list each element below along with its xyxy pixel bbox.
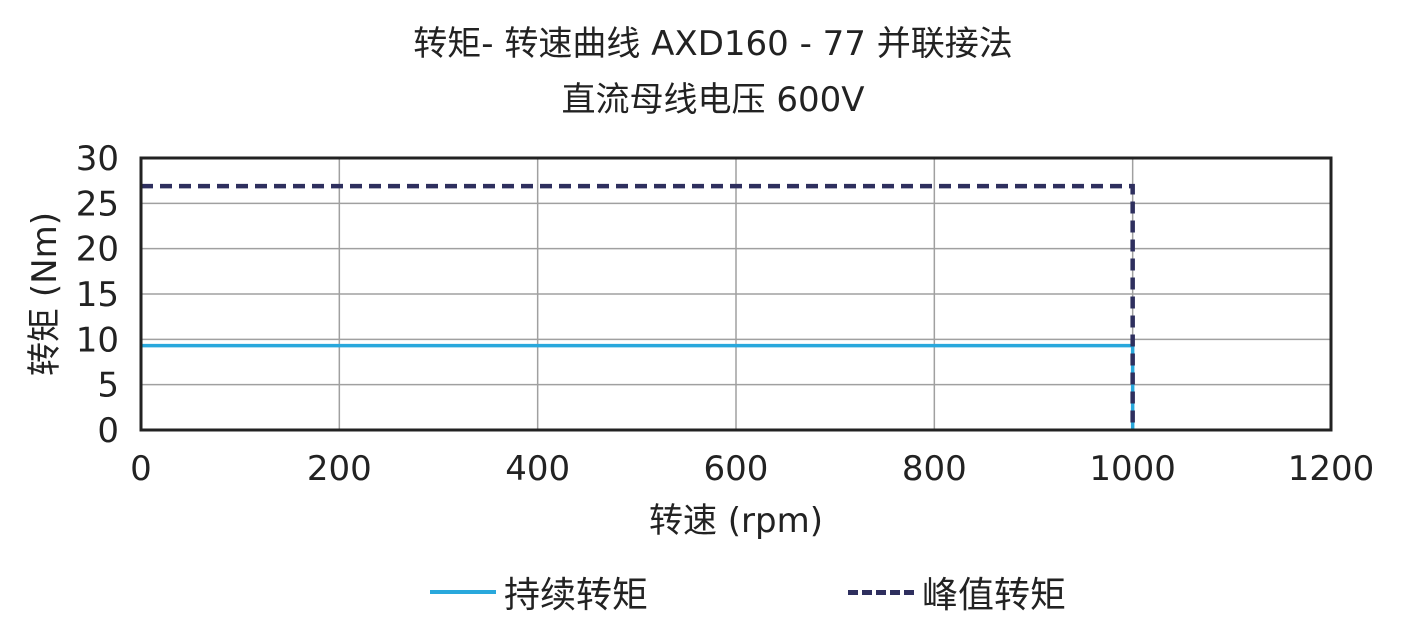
legend-item-peak: 峰值转矩 — [848, 566, 1066, 618]
legend-item-continuous: 持续转矩 — [430, 566, 648, 618]
legend-label-continuous: 持续转矩 — [504, 575, 649, 616]
series-lines — [141, 183, 1135, 430]
x-tick-label: 1200 — [1288, 449, 1375, 489]
legend-swatch-continuous — [430, 590, 496, 594]
legend-swatch-peak — [848, 589, 914, 595]
x-tick-label: 400 — [505, 449, 570, 489]
y-tick-label: 10 — [76, 320, 119, 360]
y-tick-label: 25 — [76, 184, 119, 224]
legend-label-peak: 峰值转矩 — [922, 575, 1067, 616]
y-tick-label: 5 — [97, 366, 119, 406]
y-tick-label: 30 — [76, 139, 119, 179]
x-axis-label: 转速 (rpm) — [649, 501, 823, 541]
y-tick-labels: 0 5 10 15 20 25 30 — [76, 139, 119, 451]
series-line-0 — [141, 343, 1135, 430]
y-axis-label: 转矩 (Nm) — [25, 212, 65, 376]
y-tick-label: 20 — [76, 230, 119, 270]
x-tick-labels: 0 200 400 600 800 1000 1200 — [130, 449, 1374, 489]
y-tick-label: 15 — [76, 275, 119, 315]
x-tick-label: 1000 — [1089, 449, 1176, 489]
x-tick-label: 200 — [307, 449, 372, 489]
y-tick-label: 0 — [97, 411, 119, 451]
chart-title: 转矩- 转速曲线 AXD160 - 77 并联接法 — [413, 24, 1013, 64]
grid-lines — [140, 157, 1332, 431]
plot-frame — [139, 156, 1333, 432]
chart-subtitle: 直流母线电压 600V — [561, 80, 865, 120]
series-line-1 — [141, 183, 1135, 430]
x-tick-label: 0 — [130, 449, 152, 489]
x-tick-label: 800 — [902, 449, 967, 489]
x-tick-label: 600 — [704, 449, 769, 489]
